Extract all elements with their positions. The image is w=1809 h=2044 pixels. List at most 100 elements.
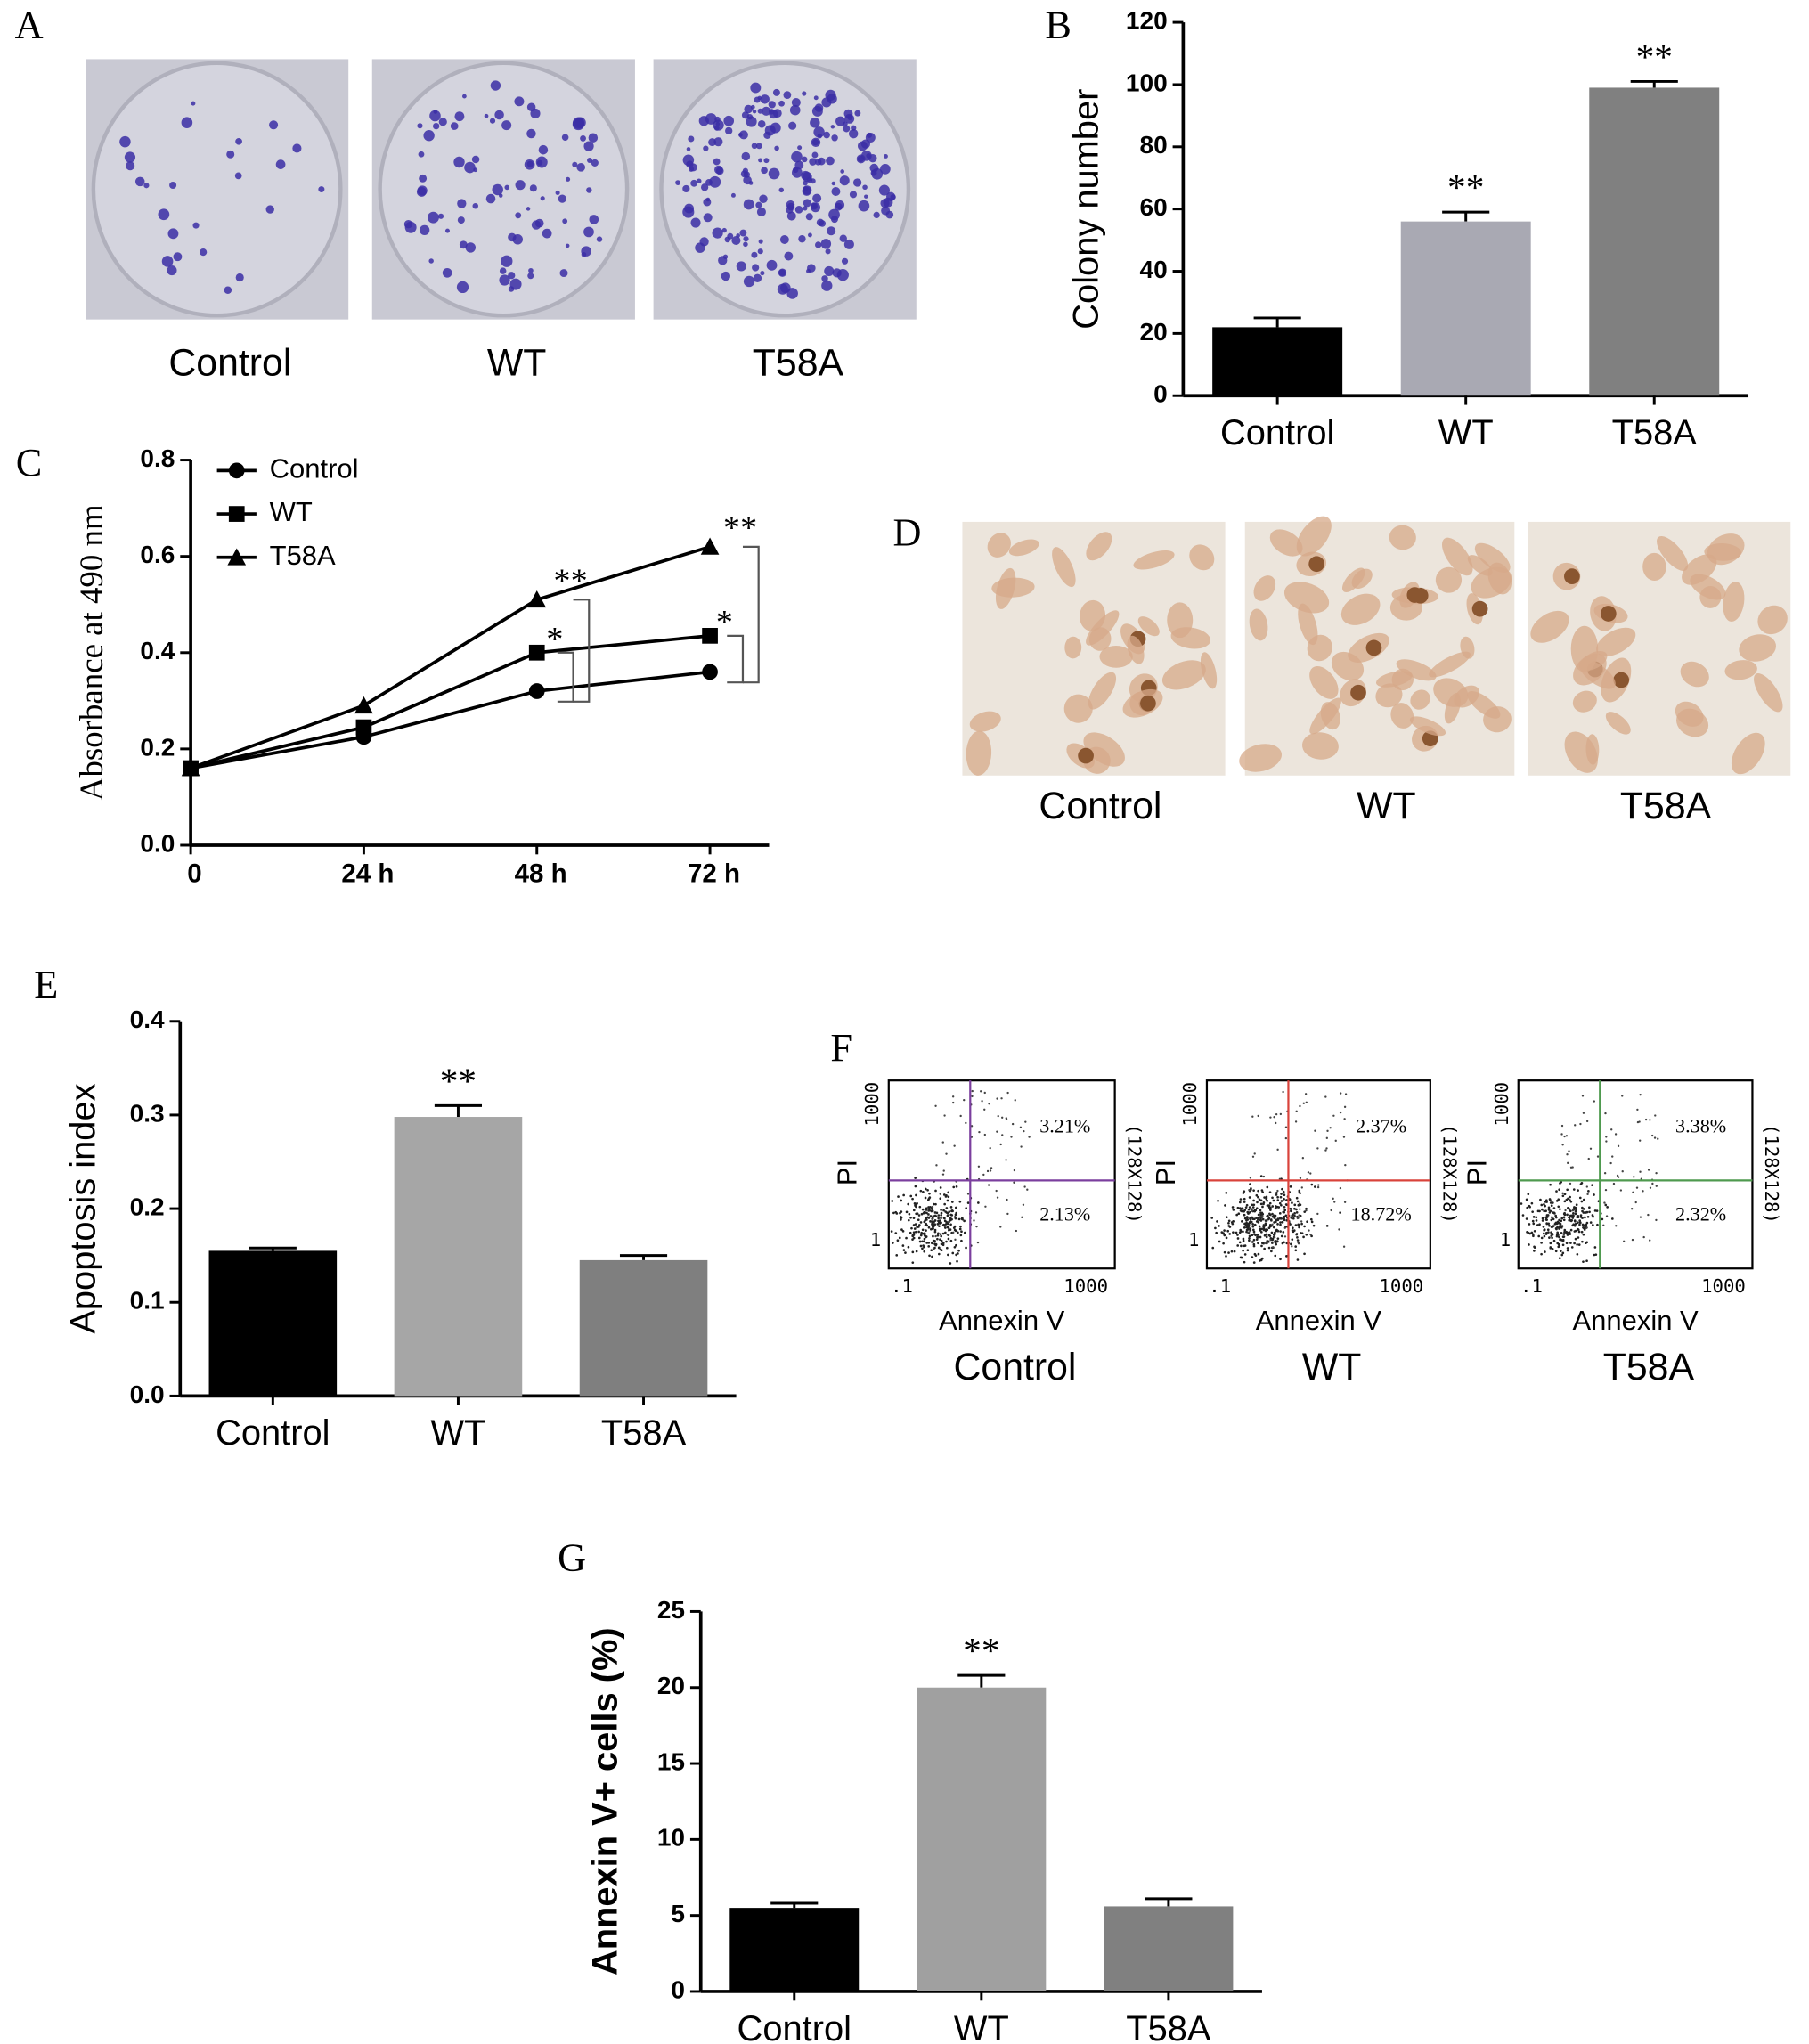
event-dot — [1546, 1228, 1550, 1232]
colony — [880, 164, 891, 175]
event-dot — [936, 1223, 940, 1226]
cell — [1063, 694, 1093, 723]
cell — [1253, 575, 1276, 601]
event-dot — [955, 1243, 957, 1247]
colony — [265, 205, 274, 214]
colony — [462, 94, 467, 99]
y-tick-label: 0.1 — [130, 1287, 165, 1315]
event-dot — [1562, 1218, 1566, 1222]
event-dot — [1243, 1217, 1247, 1220]
colony — [235, 137, 242, 145]
colony — [432, 122, 440, 130]
colony — [200, 248, 208, 257]
event-dot — [1642, 1235, 1645, 1239]
event-dot — [1238, 1241, 1242, 1244]
point — [354, 696, 373, 714]
colony — [858, 200, 870, 212]
event-dot — [937, 1252, 941, 1256]
colony — [739, 229, 747, 237]
cell — [995, 567, 1016, 609]
colony — [515, 212, 522, 219]
event-dot — [1543, 1228, 1546, 1232]
colony — [743, 199, 754, 210]
colony — [843, 109, 853, 118]
event-dot — [907, 1202, 910, 1206]
axis-title: Annexin V — [1572, 1305, 1699, 1336]
event-dot — [905, 1210, 909, 1214]
event-dot — [1605, 1136, 1608, 1138]
y-tick-label: 60 — [1139, 193, 1167, 221]
colony — [811, 151, 819, 159]
colony — [269, 120, 279, 130]
event-dot — [933, 1223, 936, 1226]
event-dot — [1577, 1221, 1579, 1225]
event-dot — [1238, 1207, 1242, 1209]
colony — [688, 135, 695, 143]
event-dot — [924, 1196, 927, 1200]
event-dot — [1630, 1208, 1634, 1210]
line — [190, 634, 711, 770]
colony — [484, 113, 489, 118]
event-dot — [908, 1212, 911, 1216]
colony — [819, 220, 827, 227]
event-dot — [916, 1212, 919, 1216]
event-dot — [935, 1211, 939, 1215]
colony — [802, 91, 807, 96]
event-dot — [1243, 1222, 1246, 1226]
tick-label: 1 — [1188, 1229, 1199, 1250]
event-dot — [1243, 1253, 1247, 1256]
event-dot — [1317, 1184, 1320, 1186]
event-dot — [1280, 1203, 1283, 1207]
event-dot — [1342, 1136, 1346, 1138]
colony — [489, 118, 496, 124]
event-dot — [945, 1194, 948, 1197]
cell — [1707, 533, 1745, 566]
colony — [530, 108, 541, 118]
colony — [827, 226, 836, 236]
event-dot — [1242, 1239, 1245, 1242]
event-dot — [1005, 1159, 1007, 1161]
event-dot — [1575, 1203, 1578, 1207]
stained-cell — [1308, 556, 1325, 573]
event-dot — [1241, 1207, 1243, 1210]
event-dot — [955, 1253, 957, 1257]
panel-label: F — [830, 1026, 852, 1070]
colony — [709, 175, 721, 188]
event-dot — [1284, 1203, 1288, 1206]
colony — [783, 91, 792, 100]
event-dot — [1260, 1227, 1264, 1231]
event-dot — [1296, 1236, 1299, 1239]
tick-label: .1 — [891, 1275, 913, 1297]
event-dot — [933, 1230, 937, 1234]
colony — [760, 271, 765, 276]
event-dot — [995, 1189, 998, 1193]
event-dot — [965, 1246, 967, 1250]
event-dot — [1567, 1161, 1569, 1165]
event-dot — [1243, 1244, 1247, 1247]
event-dot — [931, 1222, 933, 1226]
colony — [690, 217, 701, 228]
event-dot — [1330, 1209, 1332, 1212]
event-dot — [1243, 1201, 1246, 1203]
event-dot — [1268, 1191, 1272, 1193]
event-dot — [1245, 1203, 1249, 1207]
event-dot — [1282, 1231, 1285, 1234]
colony — [292, 143, 302, 153]
event-dot — [1285, 1255, 1288, 1258]
event-dot — [1325, 1147, 1328, 1150]
event-dot — [1649, 1186, 1652, 1189]
bar — [1104, 1906, 1234, 1991]
event-dot — [1617, 1144, 1620, 1148]
colony — [763, 158, 770, 164]
event-dot — [1559, 1223, 1562, 1226]
event-dot — [1302, 1102, 1305, 1104]
colony — [862, 184, 868, 191]
event-dot — [1274, 1207, 1277, 1210]
cell — [1249, 608, 1268, 641]
quadrant-percent: 2.37% — [1356, 1114, 1406, 1136]
x-tick-label: 24 h — [341, 859, 394, 889]
event-dot — [1541, 1219, 1544, 1222]
event-dot — [1559, 1226, 1562, 1228]
event-dot — [1558, 1257, 1561, 1260]
colony — [736, 233, 740, 238]
